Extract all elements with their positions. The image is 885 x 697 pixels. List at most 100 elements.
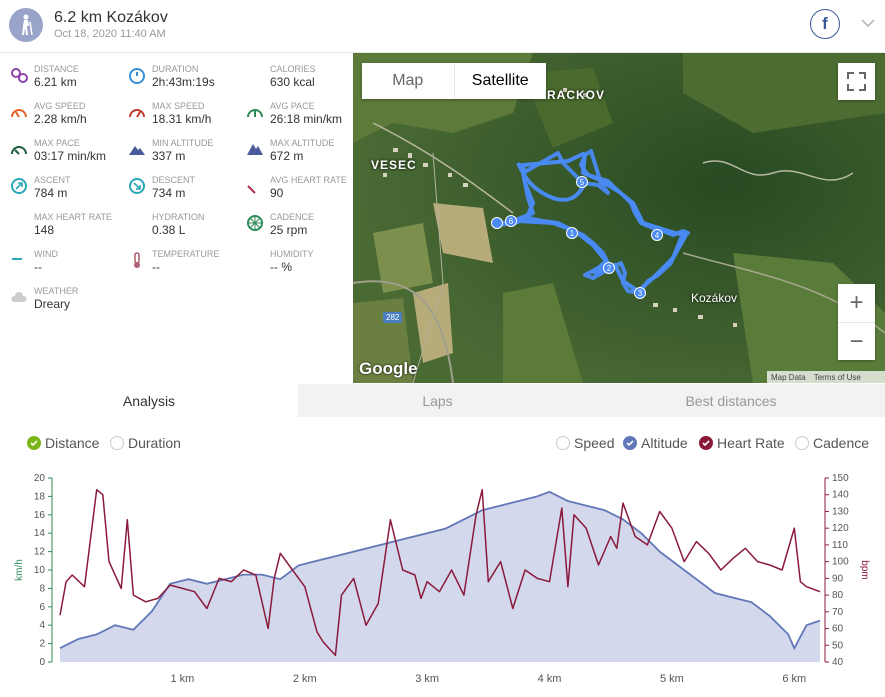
stat-label: WEATHER: [34, 286, 79, 296]
stat-label: CALORIES: [270, 64, 316, 74]
temperature-icon: [134, 252, 140, 268]
route-marker[interactable]: 6: [505, 215, 517, 227]
x-axis-tick-label: 1 km: [170, 673, 194, 685]
route-marker[interactable]: 2: [603, 262, 615, 274]
chevron-down-icon[interactable]: [860, 17, 876, 29]
metric-speed-option[interactable]: Speed: [556, 435, 614, 451]
metric-cadence-option[interactable]: Cadence: [795, 435, 869, 451]
x-axis-tick-label: 4 km: [538, 673, 562, 685]
metric-altitude-label: Altitude: [641, 435, 688, 451]
stat-humidity: HUMIDITY -- %: [236, 238, 354, 274]
hiking-icon: [22, 14, 33, 36]
stat-value: 734 m: [152, 186, 186, 200]
fullscreen-icon: [847, 72, 866, 91]
satellite-view-button[interactable]: Satellite: [471, 72, 529, 89]
stat-max-speed: MAX SPEED 18.31 km/h: [118, 90, 236, 126]
stat-descent: DESCENT 734 m: [118, 164, 236, 200]
stat-value: 784 m: [34, 186, 68, 200]
stat-label: AVG PACE: [270, 101, 315, 111]
left-axis-tick-label: 16: [34, 510, 46, 521]
stat-value: 26:18 min/km: [270, 112, 343, 126]
route-map[interactable]: Map Satellite + − RACKOV VESEC Kozákov 2…: [353, 53, 885, 383]
wind-icon: [12, 258, 22, 260]
stat-calories: CALORIES 630 kcal: [236, 53, 354, 89]
left-axis-label: km/h: [14, 559, 25, 581]
facebook-icon: f: [822, 14, 828, 33]
stat-value: --: [34, 260, 42, 274]
route-marker[interactable]: 1: [566, 227, 578, 239]
zoom-out-button[interactable]: −: [849, 328, 864, 355]
stat-temperature: TEMPERATURE --: [118, 238, 236, 274]
stat-min-altitude: MIN ALTITUDE 337 m: [118, 127, 236, 163]
x-mode-distance-option[interactable]: Distance: [27, 435, 99, 451]
stat-value: 18.31 km/h: [152, 112, 212, 126]
stat-max-altitude: MAX ALTITUDE 672 m: [236, 127, 354, 163]
right-axis-tick-label: 50: [832, 640, 844, 651]
route-marker[interactable]: 5: [576, 176, 588, 188]
stat-label: AVG SPEED: [34, 101, 86, 111]
cadence-icon: [247, 215, 263, 231]
google-logo: Google: [359, 359, 418, 378]
stat-max-heart-rate: MAX HEART RATE 148: [0, 201, 118, 237]
descent-icon: [129, 178, 145, 194]
stat-label: ASCENT: [34, 175, 71, 185]
right-axis-tick-label: 110: [832, 540, 848, 551]
duration-icon: [129, 68, 145, 84]
stat-value: 2.28 km/h: [34, 112, 87, 126]
activity-chart[interactable]: 0 2 4 6 8 10 12 14 16 18 20 km/h 40 50 60 70 80 90 100 110 1…: [0, 457, 885, 697]
stat-value: 2h:43m:19s: [152, 75, 215, 89]
stat-value: Dreary: [34, 297, 71, 311]
stats-panel: DISTANCE 6.21 km DURATION 2h:43m:19s CALORIE…: [0, 53, 353, 383]
right-axis-tick-label: 40: [832, 657, 844, 668]
stat-value: -- %: [270, 260, 292, 274]
tab-analysis[interactable]: Analysis: [0, 384, 298, 417]
stat-hydration: HYDRATION 0.38 L: [118, 201, 236, 237]
metric-heart-rate-option[interactable]: Heart Rate: [699, 435, 785, 451]
x-mode-duration-option[interactable]: Duration: [110, 435, 181, 451]
tab-laps[interactable]: Laps: [422, 392, 453, 409]
route-marker[interactable]: 4: [651, 229, 663, 241]
facebook-share-button[interactable]: f: [810, 9, 840, 39]
x-axis-tick-label: 3 km: [415, 673, 439, 685]
max-speed-icon: [129, 109, 145, 118]
road-number-badge: 282: [383, 312, 403, 323]
zoom-in-button[interactable]: +: [838, 284, 875, 323]
start-pin-icon[interactable]: [491, 217, 503, 229]
right-axis-tick-label: 90: [832, 573, 844, 584]
right-axis-tick-label: 140: [832, 490, 849, 501]
stat-weather: WEATHER Dreary: [0, 275, 118, 311]
stat-label: AVG HEART RATE: [270, 175, 347, 185]
detail-tabs: Analysis Laps Best distances: [0, 384, 885, 417]
stat-value: 25 rpm: [270, 223, 308, 237]
left-axis-tick-label: 2: [39, 639, 45, 650]
stat-label: HUMIDITY: [270, 249, 314, 259]
metric-altitude-option[interactable]: Altitude: [623, 435, 688, 451]
humidity-icon: [246, 251, 264, 269]
radio-icon: [110, 436, 124, 450]
route-marker[interactable]: 3: [634, 287, 646, 299]
fullscreen-button[interactable]: [838, 63, 875, 100]
tab-best-distances[interactable]: Best distances: [685, 392, 777, 409]
stat-avg-speed: AVG SPEED 2.28 km/h: [0, 90, 118, 126]
map-view-button[interactable]: Map: [362, 63, 455, 99]
stat-max-pace: MAX PACE 03:17 min/km: [0, 127, 118, 163]
left-axis-tick-label: 14: [34, 528, 46, 539]
zoom-control[interactable]: + −: [838, 284, 875, 360]
stat-distance: DISTANCE 6.21 km: [0, 53, 118, 89]
x-axis-tick-label: 5 km: [660, 673, 684, 685]
stat-label: HYDRATION: [152, 212, 205, 222]
stat-label: MIN ALTITUDE: [152, 138, 214, 148]
x-mode-distance-label: Distance: [45, 435, 100, 451]
map-type-toggle[interactable]: Map Satellite: [362, 63, 546, 99]
stat-duration: DURATION 2h:43m:19s: [118, 53, 236, 89]
checkmark-icon: [27, 436, 41, 450]
x-axis-tick-label: 2 km: [293, 673, 317, 685]
left-axis-tick-label: 20: [34, 473, 46, 484]
stat-ascent: ASCENT 784 m: [0, 164, 118, 200]
map-data-link[interactable]: Map Data: [771, 372, 806, 382]
right-axis-tick-label: 80: [832, 590, 844, 601]
stat-label: MAX SPEED: [152, 101, 205, 111]
stat-label: TEMPERATURE: [152, 249, 220, 259]
terms-of-use-link[interactable]: Terms of Use: [813, 372, 861, 382]
max-pace-icon: [11, 146, 27, 155]
